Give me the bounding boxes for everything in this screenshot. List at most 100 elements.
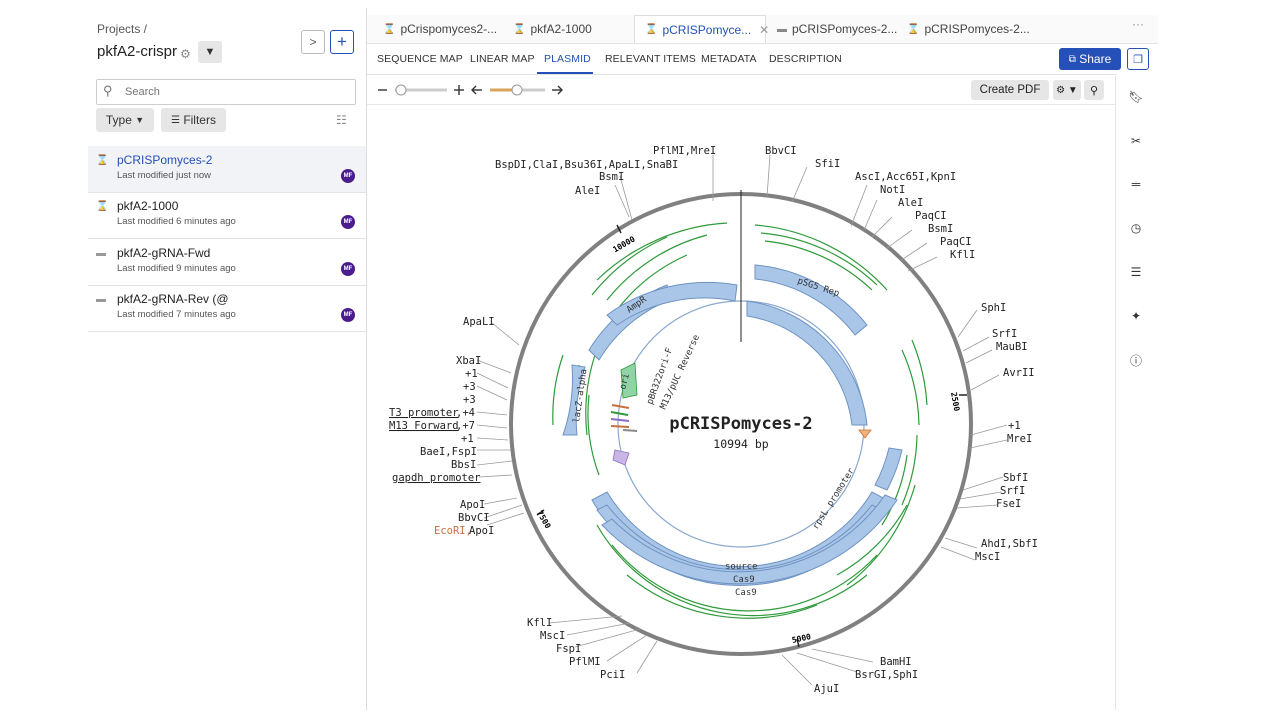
filter-icon: ☰	[171, 114, 180, 126]
rotation-slider-handle[interactable]	[511, 84, 523, 96]
site-label: SbfI	[1003, 472, 1028, 484]
hourglass-icon: ⌛	[907, 23, 920, 35]
tab-3[interactable]: ▬ pCRISPomyces-2...	[777, 15, 897, 43]
breadcrumb[interactable]: Projects /	[97, 22, 148, 36]
add-button[interactable]: +	[330, 30, 354, 54]
site-label: MauBI	[996, 341, 1028, 353]
rotate-left-icon[interactable]	[471, 85, 482, 95]
site-label: AscI,Acc65I,KpnI	[855, 171, 956, 183]
site-label: M13 Forward	[389, 420, 459, 432]
copy-button[interactable]: ❐	[1127, 48, 1149, 70]
gear-icon[interactable]: ⚙	[180, 47, 191, 61]
collapse-button[interactable]: >	[301, 30, 325, 54]
search-input[interactable]	[123, 82, 352, 102]
scissors-icon[interactable]: ✂	[1130, 134, 1142, 148]
list-item[interactable]: ▬ pkfA2-gRNA-Fwd Last modified 9 minutes…	[88, 239, 366, 286]
site-label: KflI	[950, 249, 975, 261]
site-label: BbsI	[451, 459, 476, 471]
create-pdf-button[interactable]: Create PDF	[971, 80, 1049, 100]
oligo-icon: ▬	[96, 294, 106, 305]
tab-description[interactable]: DESCRIPTION	[769, 53, 842, 65]
close-icon[interactable]: ✕	[759, 22, 770, 37]
tab-4[interactable]: ⌛ pCRISPomyces-2...	[907, 15, 1030, 43]
site-label: XbaI	[456, 355, 481, 367]
tab-0[interactable]: ⌛ pCrispomyces2-...	[383, 15, 497, 43]
site-label: BaeI,FspI	[420, 446, 477, 458]
chevron-down-icon: ▼	[204, 46, 216, 58]
search-icon: ⚲	[1089, 84, 1099, 97]
site-label: AhdI,SbfI	[981, 538, 1038, 550]
site-label: ApaLI	[463, 316, 495, 328]
info-icon[interactable]: ⓘ	[1129, 354, 1142, 368]
equals-icon[interactable]: ═	[1131, 177, 1141, 191]
tab-sequence-map[interactable]: SEQUENCE MAP	[377, 53, 463, 65]
list-item[interactable]: ⌛ pCRISPomyces-2 Last modified just now …	[88, 146, 366, 193]
list-item[interactable]: ▬ pkfA2-gRNA-Rev (@ Last modified 7 minu…	[88, 285, 366, 332]
search-box: ⚲	[96, 79, 356, 105]
sliders-icon[interactable]: ☷	[336, 113, 347, 127]
site-label: AjuI	[814, 683, 839, 695]
site-label: FspI	[556, 643, 581, 655]
document-tabs: ⌛ pCrispomyces2-... ⌛ pkfA2-1000 ⌛ pCRISPom…	[367, 15, 1158, 44]
find-button[interactable]: ⚲	[1084, 80, 1104, 100]
project-dropdown-button[interactable]: ▼	[198, 41, 222, 63]
site-label: BamHI	[880, 656, 912, 668]
plasmid-map[interactable]: BspDI,ClaI,Bsu36I,ApaLI,SnaBI BsmI AleI …	[367, 105, 1112, 710]
share-button[interactable]: ⧉ Share	[1059, 48, 1121, 70]
item-modified: Last modified 6 minutes ago	[117, 216, 236, 227]
settings-button[interactable]: ⚙ ▼	[1053, 80, 1081, 100]
oligo-icon: ▬	[777, 23, 787, 35]
align-icon[interactable]: ☰	[1130, 265, 1142, 279]
tab-metadata[interactable]: METADATA	[701, 53, 757, 65]
site-label: ,+7	[456, 420, 475, 432]
zoom-in-icon[interactable]	[454, 85, 464, 95]
site-label: FseI	[996, 498, 1021, 510]
avatar: MF	[341, 215, 355, 229]
item-modified: Last modified just now	[117, 170, 211, 181]
site-label: gapdh promoter	[392, 472, 481, 484]
type-filter-button[interactable]: Type ▼	[96, 108, 154, 132]
plasmid-length: 10994 bp	[713, 437, 768, 451]
chevron-right-icon: >	[309, 35, 317, 49]
site-label: SfiI	[815, 158, 840, 170]
right-sidebar	[1115, 76, 1159, 710]
puzzle-icon[interactable]: ✦	[1130, 309, 1142, 323]
tab-label: pCrispomyces2-...	[400, 22, 498, 36]
feature-label: ori	[618, 372, 632, 390]
tab-plasmid[interactable]: PLASMID	[544, 53, 591, 65]
clock-icon[interactable]: ◷	[1130, 221, 1142, 235]
zoom-controls	[378, 84, 563, 96]
tab-2[interactable]: ⌛ pCRISPomyce... ✕	[634, 15, 770, 43]
zoom-slider-handle[interactable]	[395, 84, 407, 96]
bookmark-icon[interactable]: 🔖︎	[1128, 90, 1144, 104]
site-label: SphI	[981, 302, 1006, 314]
share-label: Share	[1079, 52, 1112, 66]
plus-icon: +	[337, 32, 347, 51]
type-label: Type	[105, 113, 132, 127]
avatar: MF	[341, 169, 355, 183]
filters-button[interactable]: ☰ Filters	[161, 108, 226, 132]
site-label: ,+4	[456, 407, 475, 419]
terminator-feature	[858, 429, 872, 439]
filters-label: Filters	[183, 113, 216, 127]
site-label: BbvCI	[458, 512, 490, 524]
copy-icon: ❐	[1133, 53, 1143, 66]
tab-label: pCRISPomyce...	[662, 22, 752, 37]
chevron-down-icon: ▼	[135, 115, 145, 125]
site-label: PflMI,MreI	[653, 145, 716, 157]
site-label: BspDI,ClaI,Bsu36I,ApaLI,SnaBI	[495, 159, 678, 171]
tab-relevant-items[interactable]: RELEVANT ITEMS	[605, 53, 696, 65]
tab-linear-map[interactable]: LINEAR MAP	[470, 53, 535, 65]
site-label: BsrGI,SphI	[855, 669, 918, 681]
site-label: MreI	[1007, 433, 1032, 445]
site-label: +3	[463, 381, 476, 393]
rotate-right-icon[interactable]	[552, 85, 563, 95]
more-tabs-icon[interactable]: ···	[1132, 17, 1144, 31]
item-name: pkfA2-gRNA-Fwd	[117, 246, 211, 260]
search-icon: ⚲	[103, 83, 113, 98]
tick-label: 2500	[949, 391, 961, 412]
tab-1[interactable]: ⌛ pkfA2-1000	[513, 15, 592, 43]
site-label: +3	[463, 394, 476, 406]
list-item[interactable]: ⌛ pkfA2-1000 Last modified 6 minutes ago…	[88, 192, 366, 239]
site-label: KflI	[527, 617, 552, 629]
